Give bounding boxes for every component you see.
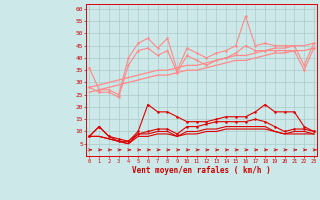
X-axis label: Vent moyen/en rafales ( km/h ): Vent moyen/en rafales ( km/h ) [132, 166, 271, 175]
